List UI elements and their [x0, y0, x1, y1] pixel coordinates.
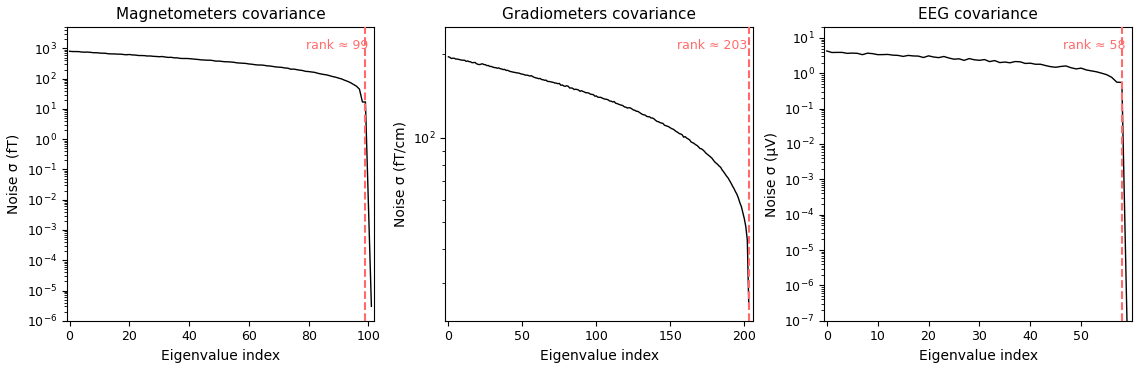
Title: EEG covariance: EEG covariance: [918, 7, 1038, 22]
Y-axis label: Noise σ (fT/cm): Noise σ (fT/cm): [393, 121, 408, 227]
Y-axis label: Noise σ (μV): Noise σ (μV): [764, 131, 779, 216]
Text: rank ≈ 58: rank ≈ 58: [1064, 39, 1125, 52]
Text: rank ≈ 203: rank ≈ 203: [677, 39, 747, 52]
Title: Magnetometers covariance: Magnetometers covariance: [116, 7, 326, 22]
Y-axis label: Noise σ (fT): Noise σ (fT): [7, 134, 21, 214]
X-axis label: Eigenvalue index: Eigenvalue index: [918, 349, 1038, 363]
X-axis label: Eigenvalue index: Eigenvalue index: [161, 349, 280, 363]
Text: rank ≈ 99: rank ≈ 99: [306, 39, 368, 52]
X-axis label: Eigenvalue index: Eigenvalue index: [540, 349, 658, 363]
Title: Gradiometers covariance: Gradiometers covariance: [502, 7, 696, 22]
